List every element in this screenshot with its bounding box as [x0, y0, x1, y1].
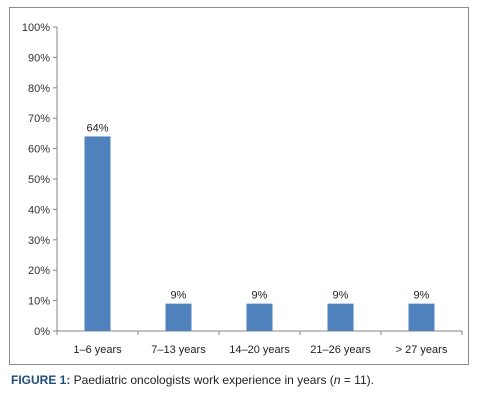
y-tick-label: 50% — [28, 174, 50, 186]
data-label: 9% — [252, 290, 268, 302]
data-label: 9% — [171, 290, 187, 302]
y-tick-label: 10% — [28, 296, 50, 308]
bar — [84, 136, 111, 331]
bar — [246, 303, 273, 331]
category-label: 21–26 years — [310, 344, 371, 356]
figure-caption: FIGURE 1: Paediatric oncologists work ex… — [11, 373, 374, 387]
chart-bars — [84, 136, 435, 331]
bar — [408, 303, 435, 331]
caption-text-after: = 11). — [340, 373, 374, 387]
data-label: 9% — [414, 290, 430, 302]
bar — [327, 303, 354, 331]
y-tick-label: 30% — [28, 235, 50, 247]
category-label: > 27 years — [396, 344, 448, 356]
bar — [165, 303, 192, 331]
data-label: 9% — [333, 290, 349, 302]
data-label: 64% — [86, 122, 108, 134]
category-label: 14–20 years — [229, 344, 290, 356]
caption-text-before: Paediatric oncologists work experience i… — [70, 373, 334, 387]
y-tick-label: 70% — [28, 113, 50, 125]
y-tick-label: 40% — [28, 204, 50, 216]
caption-n-symbol: n — [333, 373, 341, 387]
data-labels: 64% 9% 9% 9% 9% — [86, 122, 429, 301]
y-axis-ticks: 0% 10% 20% 30% 40% 50% 60% 70% 80% 90% 100% — [22, 22, 463, 338]
y-tick-label: 90% — [28, 52, 50, 64]
caption-label: FIGURE 1: — [11, 373, 71, 387]
x-axis-categories: 1–6 years 7–13 years 14–20 years 21–26 year… — [73, 344, 447, 356]
category-label: 7–13 years — [151, 344, 206, 356]
chart-frame — [9, 7, 469, 365]
y-tick-label: 20% — [28, 265, 50, 277]
chart-axes — [56, 27, 462, 332]
y-tick-label: 100% — [22, 22, 50, 34]
category-label: 1–6 years — [73, 344, 122, 356]
y-tick-label: 60% — [28, 144, 50, 156]
y-tick-label: 80% — [28, 83, 50, 95]
y-tick-label: 0% — [34, 326, 50, 338]
